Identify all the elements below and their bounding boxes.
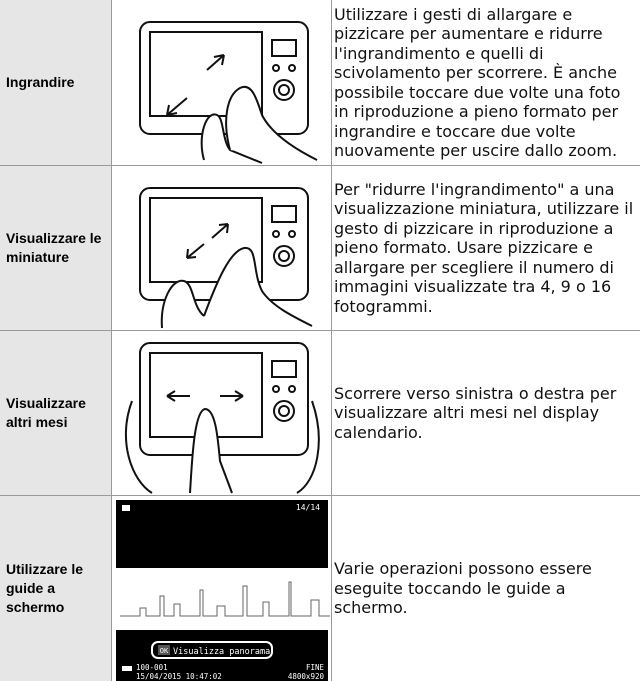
image-quality: FINE (306, 663, 325, 672)
screen-capture: 14/14 OK Visualizza panorama 100-001 15/… (116, 500, 331, 681)
table-row: Visualizzare le miniature Per "ridurre l… (0, 165, 640, 330)
row-label: Ingrandire (0, 0, 112, 165)
camera-drawing (124, 342, 320, 494)
row-label: Visualizzare le miniature (0, 166, 112, 330)
table-row: Visualizzare altri mesi Scorrere verso s… (0, 330, 640, 495)
row-description: Per "ridurre l'ingrandimento" a una visu… (334, 179, 634, 316)
table-row: Utilizzare le guide a schermo 14/14 OK V… (0, 495, 640, 681)
row-label: Visualizzare altri mesi (0, 331, 112, 495)
camera-drawing (139, 187, 313, 329)
illustration: 14/14 OK Visualizza panorama 100-001 15/… (112, 496, 332, 681)
illustration (112, 166, 332, 330)
image-size: 4800x920 (288, 672, 325, 681)
row-description: Utilizzare i gesti di allargare e pizzic… (334, 4, 621, 161)
illustration (112, 0, 332, 165)
folder-number: 100-001 (136, 663, 168, 672)
date-time: 15/04/2015 10:47:02 (136, 672, 222, 681)
camera-drawing (139, 21, 318, 164)
row-description: Scorrere verso sinistra o destra per vis… (334, 383, 617, 442)
guide-button[interactable]: Visualizza panorama (173, 647, 270, 657)
frame-counter: 14/14 (296, 503, 320, 512)
row-description: Varie operazioni possono essere eseguite… (334, 559, 592, 618)
illustration (112, 331, 332, 495)
button-icon: OK (160, 647, 169, 655)
row-label: Utilizzare le guide a schermo (0, 496, 112, 681)
table-row: Ingrandire Utilizzare i gesti di allarga… (0, 0, 640, 165)
